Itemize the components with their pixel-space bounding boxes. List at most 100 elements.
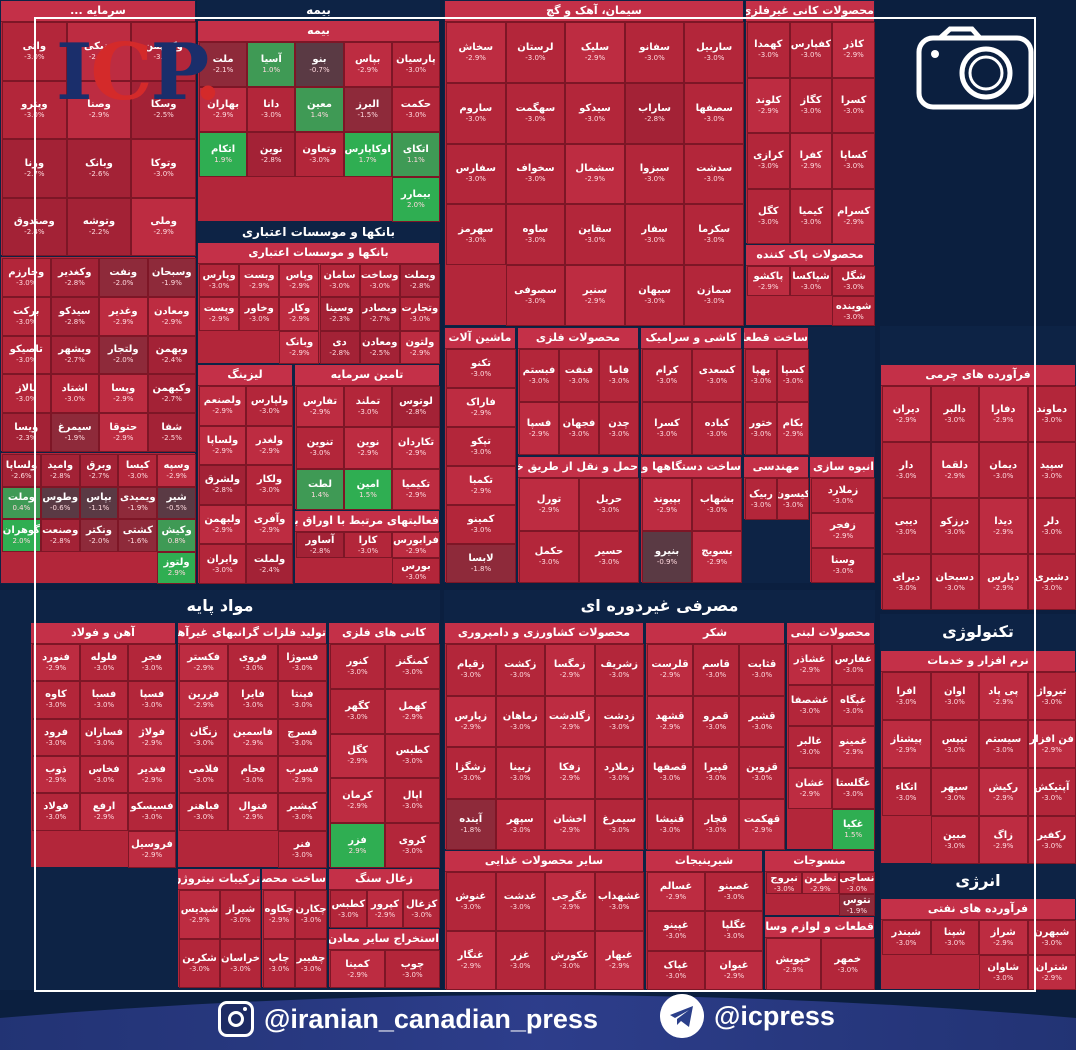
stock-tile[interactable]: خپویش -2.9% <box>766 938 821 990</box>
stock-tile[interactable]: قنیشا -3.0% <box>647 798 693 850</box>
stock-tile[interactable]: کرام -3.0% <box>642 349 692 402</box>
stock-tile[interactable]: نبروج -3.0% <box>766 872 803 894</box>
stock-tile[interactable]: کسعدی -3.0% <box>692 349 742 402</box>
stock-tile[interactable]: وایران -3.0% <box>199 544 246 584</box>
stock-tile[interactable]: وپست -2.9% <box>199 297 240 331</box>
stock-tile[interactable]: شپنا -3.0% <box>930 920 979 955</box>
stock-tile[interactable]: شگل -3.0% <box>832 266 875 296</box>
stock-tile[interactable]: کیسا -3.0% <box>118 454 158 487</box>
stock-tile[interactable]: البرز -1.5% <box>343 87 392 132</box>
stock-tile[interactable]: اشتاد -3.0% <box>50 374 99 414</box>
stock-tile[interactable]: تورل -2.9% <box>519 478 579 531</box>
stock-tile[interactable]: بنو -0.7% <box>295 42 344 87</box>
stock-tile[interactable]: کرازی -3.0% <box>747 133 790 189</box>
stock-tile[interactable]: حریل -3.0% <box>579 478 639 531</box>
stock-tile[interactable]: وبملت -2.8% <box>399 264 440 298</box>
stock-tile[interactable]: ساروم -3.0% <box>446 82 506 144</box>
stock-tile[interactable]: غپینو -3.0% <box>647 911 705 951</box>
stock-tile[interactable]: زکشت -3.0% <box>495 644 545 696</box>
stock-tile[interactable]: ارفع -2.9% <box>80 793 128 831</box>
stock-tile[interactable]: سهگمت -3.0% <box>505 82 566 144</box>
stock-tile[interactable]: ولتوز 2.9% <box>157 551 196 584</box>
stock-tile[interactable]: غنوش -3.0% <box>446 872 496 931</box>
stock-tile[interactable]: کروی -3.0% <box>385 823 440 868</box>
stock-tile[interactable]: نطرین -2.9% <box>802 872 839 894</box>
stock-tile[interactable]: وصنعت -2.8% <box>40 519 80 552</box>
stock-tile[interactable]: سفانو -3.0% <box>624 22 685 83</box>
stock-tile[interactable]: پی پاد -2.9% <box>979 672 1028 720</box>
stock-tile[interactable]: غیوان -2.9% <box>705 950 763 990</box>
stock-tile[interactable]: سیدکو -3.0% <box>565 82 625 144</box>
stock-tile[interactable]: غشصفا -3.0% <box>788 685 832 727</box>
stock-tile[interactable]: سصفها -3.0% <box>684 82 744 144</box>
stock-tile[interactable]: قصفها -3.0% <box>647 747 693 799</box>
stock-tile[interactable]: قاسم -3.0% <box>693 644 739 696</box>
stock-tile[interactable]: سیدکو -2.8% <box>50 296 99 336</box>
stock-tile[interactable]: شفا -2.5% <box>147 413 196 452</box>
stock-tile[interactable]: غگرجی -2.9% <box>545 872 595 931</box>
stock-tile[interactable]: معین 1.4% <box>295 87 344 132</box>
stock-tile[interactable]: وآفری -2.9% <box>246 504 293 545</box>
stock-tile[interactable]: دیرای -3.0% <box>882 554 931 610</box>
stock-tile[interactable]: کپشیر -3.0% <box>277 793 327 831</box>
stock-tile[interactable]: زمگسا -2.9% <box>545 644 595 696</box>
stock-tile[interactable]: چدن -3.0% <box>599 402 639 455</box>
stock-tile[interactable]: وبست -2.9% <box>239 264 280 298</box>
stock-tile[interactable]: فسرچ -3.0% <box>277 718 327 756</box>
stock-tile[interactable]: اتکای 1.1% <box>391 132 440 177</box>
stock-tile[interactable]: تکیمیا -2.9% <box>392 468 440 510</box>
stock-tile[interactable]: وغدیر -2.9% <box>99 296 148 336</box>
stock-tile[interactable]: زشریف -3.0% <box>594 644 644 696</box>
stock-tile[interactable]: شتران -2.9% <box>1027 955 1076 990</box>
stock-tile[interactable]: سصوفی -3.0% <box>505 265 566 326</box>
stock-tile[interactable]: کیسون -3.0% <box>777 478 809 520</box>
stock-tile[interactable]: گوهران 2.0% <box>2 519 41 552</box>
stock-tile[interactable]: سبزوا -3.0% <box>624 143 685 205</box>
stock-tile[interactable]: غسالم -2.9% <box>647 872 705 912</box>
stock-tile[interactable]: وسنا -3.0% <box>811 548 875 583</box>
stock-tile[interactable]: وتوشه -2.2% <box>66 197 132 256</box>
stock-tile[interactable]: نوین -2.9% <box>344 427 392 469</box>
stock-tile[interactable]: دار -3.0% <box>882 442 931 498</box>
stock-tile[interactable]: غبهار -2.9% <box>594 931 644 990</box>
stock-tile[interactable]: زگلدشت -2.9% <box>545 695 595 747</box>
stock-tile[interactable]: فنر -3.0% <box>277 830 327 868</box>
stock-tile[interactable]: غپاک -3.0% <box>647 950 705 990</box>
stock-tile[interactable]: وکبهمن -3.0% <box>131 22 196 81</box>
stock-tile[interactable]: زبینا -3.0% <box>495 747 545 799</box>
stock-tile[interactable]: کساپا -3.0% <box>832 133 875 189</box>
stock-tile[interactable]: ولصنعم -2.9% <box>199 386 246 426</box>
stock-tile[interactable]: زشگزا -3.0% <box>446 747 496 799</box>
stock-tile[interactable]: فپنتا -3.0% <box>277 681 327 719</box>
stock-tile[interactable]: آینده -1.8% <box>446 798 496 850</box>
stock-tile[interactable]: فاراک -2.9% <box>446 388 516 427</box>
stock-tile[interactable]: فرود -3.0% <box>32 718 80 756</box>
stock-tile[interactable]: دانا -3.0% <box>247 87 296 132</box>
stock-tile[interactable]: قلرست -2.9% <box>647 644 693 696</box>
stock-tile[interactable]: فاما -3.0% <box>599 349 639 402</box>
stock-tile[interactable]: نتوس -1.9% <box>838 894 875 916</box>
stock-tile[interactable]: حکمت -3.0% <box>391 87 440 132</box>
stock-tile[interactable]: کرمان -2.9% <box>330 778 385 824</box>
stock-tile[interactable]: فجام -3.0% <box>228 756 278 794</box>
stock-tile[interactable]: ولکار -3.0% <box>246 465 293 505</box>
stock-tile[interactable]: وکغدیر -2.8% <box>50 258 99 297</box>
stock-tile[interactable]: سدشت -3.0% <box>684 143 744 205</box>
stock-tile[interactable]: درزکو -3.0% <box>930 498 979 554</box>
stock-tile[interactable]: دلر -3.0% <box>1027 498 1076 554</box>
stock-tile[interactable]: سپید -3.0% <box>1027 442 1076 498</box>
stock-tile[interactable]: حتوقا -2.9% <box>99 413 148 452</box>
stock-tile[interactable]: وملت 0.4% <box>2 486 41 519</box>
stock-tile[interactable]: وسبحان -1.9% <box>147 258 196 297</box>
stock-tile[interactable]: وبهمن -2.4% <box>147 335 196 375</box>
stock-tile[interactable]: کهمل -2.9% <box>385 688 440 734</box>
stock-tile[interactable]: وخارزم -3.0% <box>2 258 51 297</box>
stock-tile[interactable]: وطوس -0.6% <box>40 486 80 519</box>
stock-tile[interactable]: وکیش 0.8% <box>157 519 196 552</box>
stock-tile[interactable]: فجهان -3.0% <box>559 402 599 455</box>
stock-tile[interactable]: فسرب -2.9% <box>277 756 327 794</box>
stock-tile[interactable]: کطبس -3.0% <box>385 733 440 779</box>
stock-tile[interactable]: وکار -2.9% <box>279 297 320 331</box>
stock-tile[interactable]: وسینا -2.3% <box>319 297 360 331</box>
stock-tile[interactable]: پارسیان -3.0% <box>391 42 440 87</box>
